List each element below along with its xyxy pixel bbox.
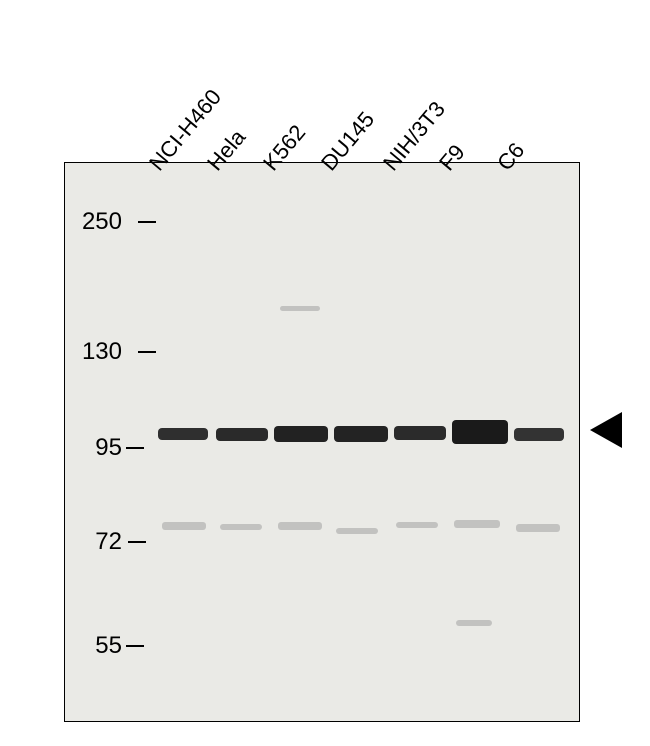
protein-band <box>514 428 564 441</box>
faint-band <box>456 620 492 626</box>
mw-tick <box>138 351 156 353</box>
protein-band <box>394 426 446 440</box>
faint-band <box>162 522 206 530</box>
mw-tick <box>126 645 144 647</box>
mw-tick <box>138 221 156 223</box>
protein-band <box>452 420 508 444</box>
faint-band <box>280 306 320 311</box>
mw-marker-label: 130 <box>72 338 122 366</box>
faint-band <box>220 524 262 530</box>
faint-band <box>278 522 322 530</box>
faint-band <box>454 520 500 528</box>
mw-marker-label: 250 <box>72 208 122 236</box>
mw-tick <box>126 447 144 449</box>
faint-band <box>396 522 438 528</box>
protein-band <box>216 428 268 441</box>
mw-marker-label: 72 <box>72 528 122 556</box>
target-arrow-icon <box>590 412 622 448</box>
protein-band <box>274 426 328 442</box>
protein-band <box>158 428 208 440</box>
mw-tick <box>128 541 146 543</box>
mw-marker-label: 95 <box>72 434 122 462</box>
faint-band <box>516 524 560 532</box>
faint-band <box>336 528 378 534</box>
mw-marker-label: 55 <box>72 632 122 660</box>
protein-band <box>334 426 388 442</box>
